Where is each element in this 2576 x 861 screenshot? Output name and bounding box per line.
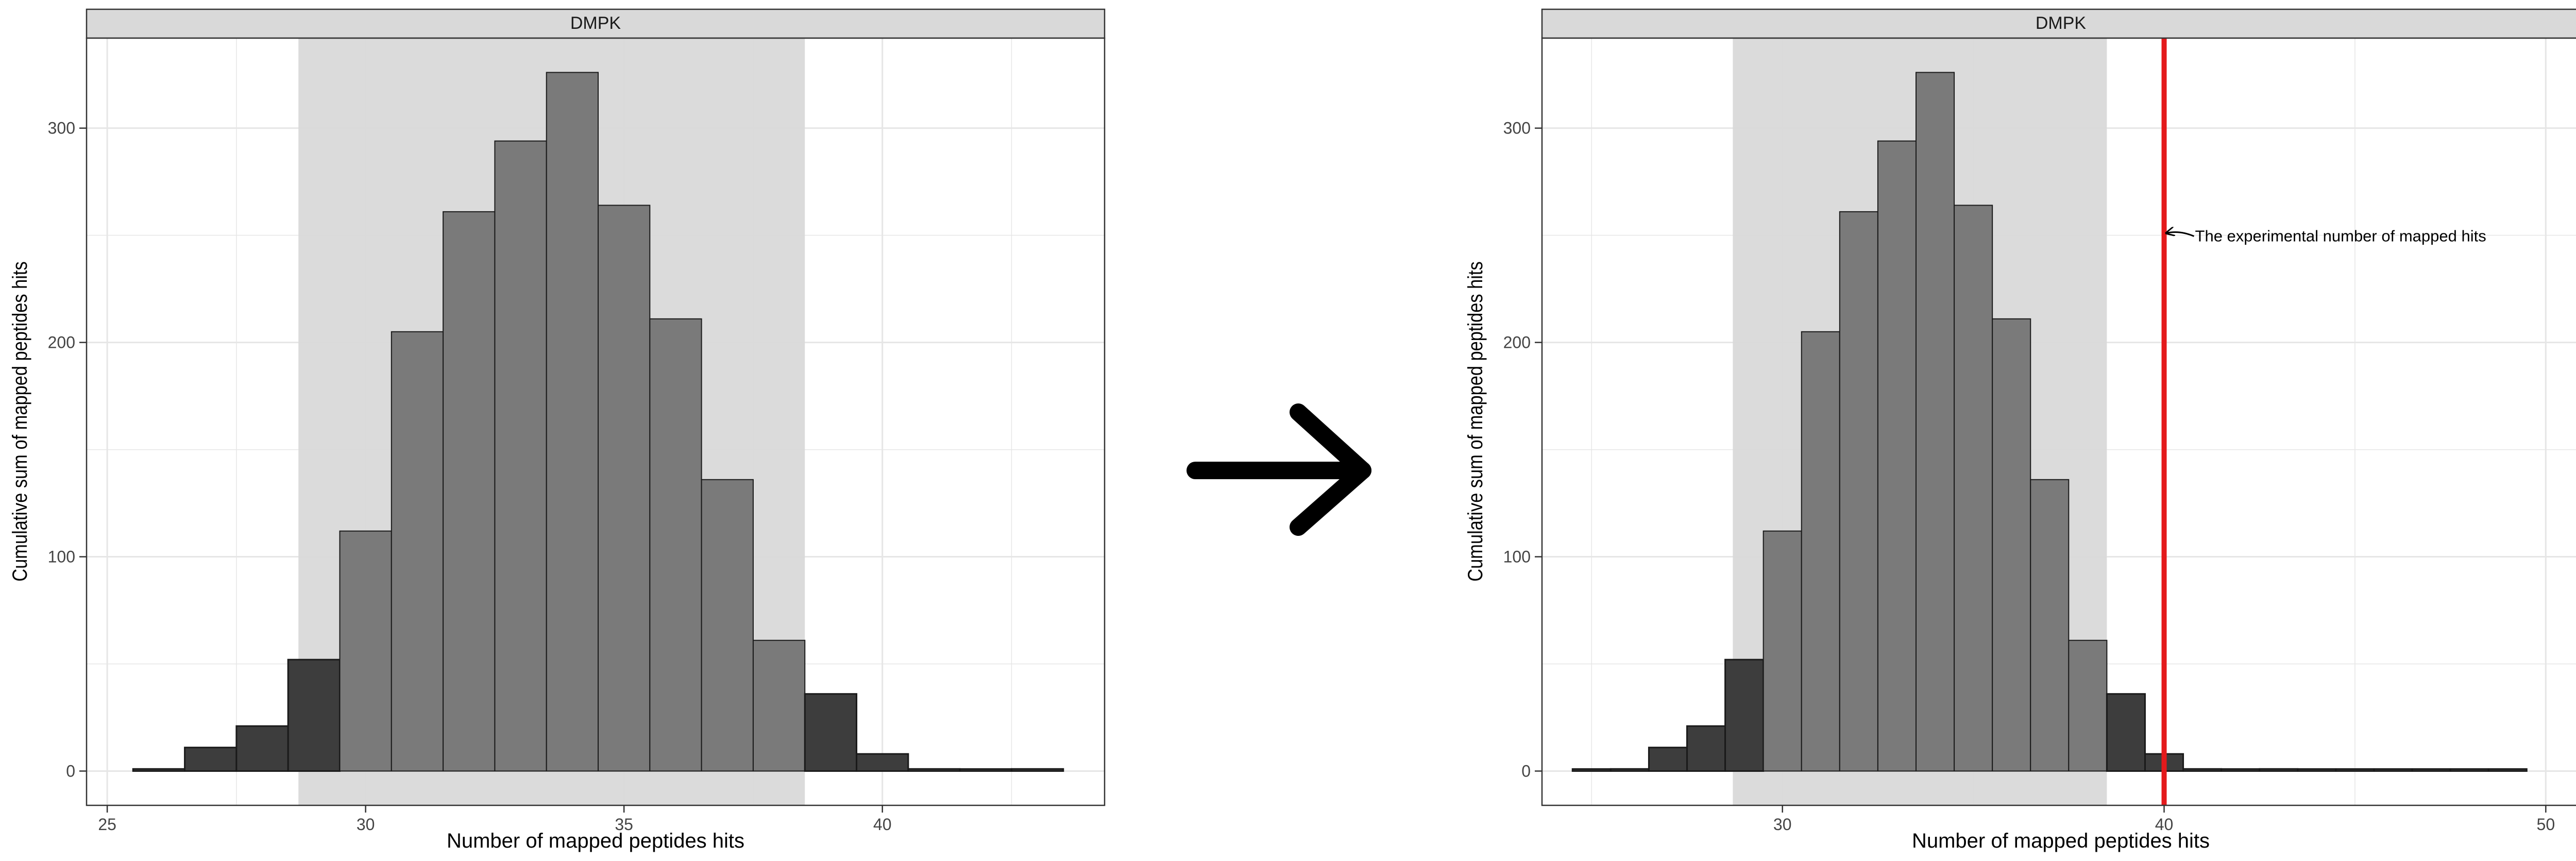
- histogram-bar: [701, 479, 754, 772]
- histogram-bar: [184, 747, 238, 772]
- histogram-bar: [907, 768, 961, 772]
- histogram-bar: [339, 530, 392, 772]
- y-tick-label: 100: [48, 548, 75, 566]
- histogram-bar: [1010, 768, 1064, 772]
- histogram-bar: [1915, 72, 1955, 772]
- histogram-bar: [2487, 768, 2528, 772]
- plot-area: 25 30 35 40 0 100 200 300: [48, 37, 1106, 834]
- histogram-bar: [1801, 331, 1840, 772]
- panel-border: [86, 37, 1106, 806]
- y-tick-label: 300: [1503, 119, 1531, 138]
- x-tick-label: 30: [1773, 815, 1792, 834]
- x-tick-label: 25: [98, 815, 116, 834]
- x-tick-label: 35: [615, 815, 633, 834]
- histogram-bar: [2411, 768, 2451, 772]
- annotation-label: The experimental number of mapped hits: [2195, 227, 2486, 245]
- plot-area: The experimental number of mapped hits 30…: [1503, 37, 2576, 834]
- histogram-bar: [1571, 768, 1612, 772]
- histogram-bar: [1648, 747, 1688, 772]
- facet-strip: [86, 8, 1106, 39]
- histogram-bar: [235, 725, 289, 772]
- histogram-bar: [2449, 768, 2489, 772]
- annotation-arrow: [2166, 232, 2195, 237]
- histogram-bar: [132, 768, 186, 772]
- histogram-bar: [2259, 768, 2299, 772]
- x-tick-label: 40: [2155, 815, 2174, 834]
- facet-strip-label: DMPK: [2036, 13, 2087, 33]
- histogram-bar: [1609, 768, 1650, 772]
- x-tick-label: 30: [357, 815, 375, 834]
- histogram-bar: [2030, 479, 2070, 772]
- panel-border: [1541, 37, 2576, 806]
- histogram-bar: [1762, 530, 1802, 772]
- x-tick-label: 50: [2537, 815, 2555, 834]
- histogram-bar: [391, 331, 444, 772]
- histogram-bar: [494, 140, 547, 772]
- histogram-bar: [649, 318, 702, 772]
- x-axis-label: Number of mapped peptides hits: [1912, 830, 2210, 852]
- y-axis-label: Cumulative sum of mapped peptides hits: [8, 261, 31, 581]
- histogram-bar: [546, 72, 599, 772]
- y-axis-label: Cumulative sum of mapped peptides hits: [1464, 261, 1487, 581]
- x-tick-label: 40: [873, 815, 892, 834]
- histogram-panel-right: DMPK The experimental number of mapped h…: [1464, 8, 2576, 852]
- histogram-bar: [287, 659, 341, 772]
- histogram-bar: [1954, 205, 1993, 772]
- y-tick-label: 0: [66, 762, 75, 780]
- facet-strip-label: DMPK: [570, 13, 621, 33]
- histogram-bar: [598, 205, 651, 772]
- histogram-bar: [1724, 659, 1765, 772]
- histogram-bar: [2373, 768, 2413, 772]
- y-tick-label: 200: [1503, 333, 1531, 352]
- x-axis-label: Number of mapped peptides hits: [447, 830, 744, 852]
- histogram-bar: [2182, 768, 2223, 772]
- histogram-bar: [2068, 639, 2108, 772]
- histogram-bar: [2221, 768, 2261, 772]
- y-tick-label: 100: [1503, 548, 1531, 566]
- histogram-bar: [804, 693, 858, 772]
- histogram-bar: [1686, 725, 1726, 772]
- histogram-bar: [443, 211, 496, 772]
- y-tick-label: 300: [48, 119, 75, 138]
- histogram-panel-left: DMPK 25 30 35 40 0 100 200 300 Number of mapped…: [8, 8, 1106, 852]
- histogram-bar: [2297, 768, 2337, 772]
- histogram-bar: [2335, 768, 2375, 772]
- y-tick-label: 200: [48, 333, 75, 352]
- histogram-bar: [1839, 211, 1878, 772]
- facet-strip: [1541, 8, 2576, 39]
- histogram-bar: [959, 768, 1012, 772]
- y-tick-label: 0: [1521, 762, 1531, 780]
- right-arrow-icon: [1187, 403, 1371, 536]
- histogram-bar: [2106, 693, 2146, 772]
- histogram-bar: [1992, 318, 2031, 772]
- histogram-bar: [856, 753, 909, 772]
- histogram-bar: [752, 639, 806, 772]
- histogram-bar: [1877, 140, 1917, 772]
